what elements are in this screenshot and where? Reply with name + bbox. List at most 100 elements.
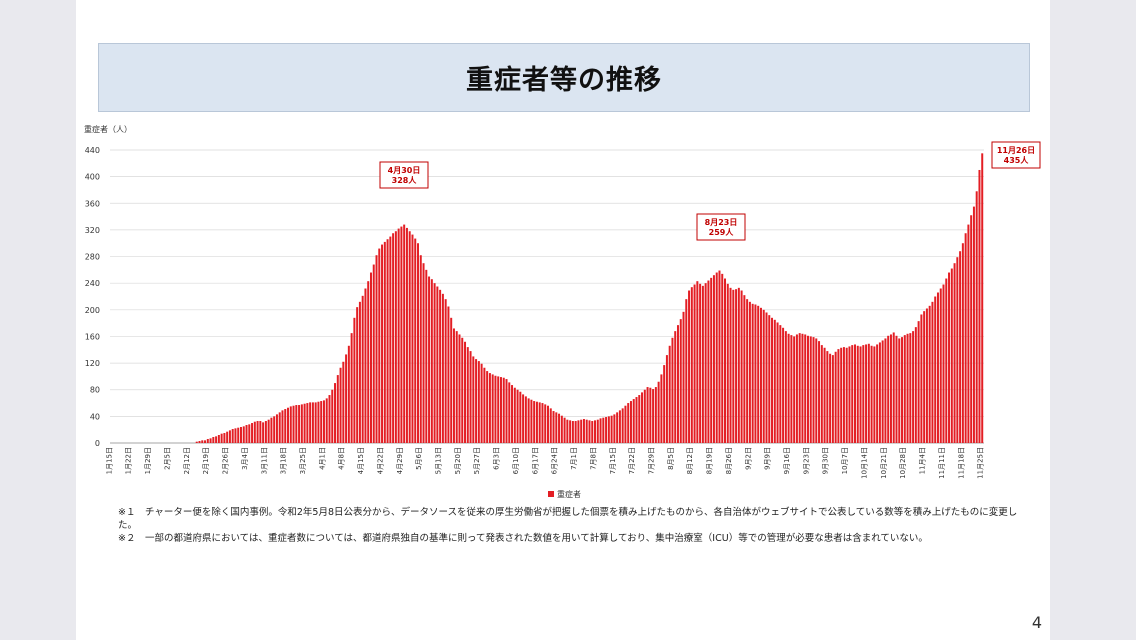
bar (710, 277, 713, 443)
x-tick-label: 5月20日 (454, 447, 462, 474)
x-tick-label: 6月17日 (531, 447, 539, 474)
bar (981, 153, 984, 443)
bar (530, 399, 533, 443)
bar (950, 268, 953, 443)
bar (801, 333, 804, 443)
bar (527, 398, 530, 443)
bar (405, 227, 408, 443)
bar (519, 391, 522, 443)
bar (646, 387, 649, 443)
x-tick-label: 9月16日 (783, 447, 791, 474)
bar (334, 383, 337, 443)
y-tick-label: 280 (85, 253, 100, 262)
x-tick-label: 6月10日 (512, 447, 520, 474)
bar (541, 403, 544, 443)
bar (289, 406, 292, 444)
bar (823, 347, 826, 443)
bar (712, 275, 715, 443)
bar (878, 342, 881, 443)
x-tick-label: 7月8日 (589, 447, 597, 470)
bar (428, 276, 431, 443)
bar (649, 387, 652, 443)
bar (466, 347, 469, 443)
bar (284, 409, 287, 443)
bar (538, 402, 541, 443)
x-tick-label: 11月11日 (938, 447, 946, 479)
bar (256, 421, 259, 443)
x-tick-label: 8月26日 (725, 447, 733, 474)
bar (635, 397, 638, 443)
bar (762, 309, 765, 443)
bar (223, 433, 226, 443)
x-tick-label: 1月15日 (105, 447, 113, 474)
bar (928, 305, 931, 443)
annotation-box (696, 213, 746, 241)
x-tick-label: 4月1日 (318, 447, 326, 470)
bar (859, 346, 862, 443)
y-tick-label: 40 (90, 412, 100, 421)
x-tick-label: 1月22日 (125, 447, 133, 474)
bar (903, 335, 906, 443)
y-tick-label: 120 (85, 359, 100, 368)
bar (923, 311, 926, 443)
bar (234, 428, 237, 443)
x-tick-label: 7月1日 (570, 447, 578, 470)
y-tick-label: 240 (85, 279, 100, 288)
bar (577, 420, 580, 443)
bar (696, 281, 699, 443)
bar (959, 251, 962, 443)
x-tick-label: 6月3日 (493, 447, 501, 470)
bar (436, 286, 439, 443)
bar (876, 344, 879, 443)
bar (386, 239, 389, 443)
x-tick-label: 9月30日 (822, 447, 830, 474)
bar (494, 375, 497, 443)
bar (458, 334, 461, 443)
bar (848, 346, 851, 443)
bar (887, 335, 890, 443)
bar (815, 338, 818, 443)
y-tick-label: 80 (90, 386, 100, 395)
bar (400, 226, 403, 443)
legend: 重症者 (548, 489, 581, 499)
bar (275, 414, 278, 443)
bar (970, 215, 973, 443)
bar (417, 243, 419, 443)
bar (643, 389, 646, 443)
bar (895, 335, 898, 443)
x-tick-label: 10月14日 (861, 447, 869, 479)
bar (618, 410, 621, 443)
bar (699, 283, 702, 443)
bar (842, 347, 845, 443)
x-tick-label: 1月29日 (144, 447, 152, 474)
annotation-box (991, 141, 1041, 169)
bar (502, 377, 505, 443)
bar (231, 429, 234, 443)
bar (206, 439, 209, 443)
bar (599, 418, 602, 443)
bar (331, 389, 334, 443)
bar (253, 421, 256, 443)
bar (320, 401, 323, 443)
bar (690, 287, 693, 443)
bar (328, 395, 331, 443)
bar (826, 351, 829, 443)
bar (972, 206, 975, 443)
bar (865, 344, 868, 443)
bar (627, 403, 630, 443)
x-tick-label: 3月11日 (260, 447, 268, 474)
bar (245, 425, 248, 443)
bar (901, 337, 904, 443)
bar (787, 333, 790, 443)
bar (422, 263, 425, 443)
bar (358, 301, 361, 443)
page-title: 重症者等の推移 (466, 65, 662, 96)
bar (834, 351, 837, 443)
bar (782, 327, 785, 443)
annotation-date: 4月30日 (388, 166, 421, 175)
annotation-value: 328人 (392, 175, 418, 185)
x-tick-label: 8月12日 (686, 447, 694, 474)
bar (953, 263, 956, 443)
bar (569, 420, 572, 443)
bar (610, 415, 613, 443)
